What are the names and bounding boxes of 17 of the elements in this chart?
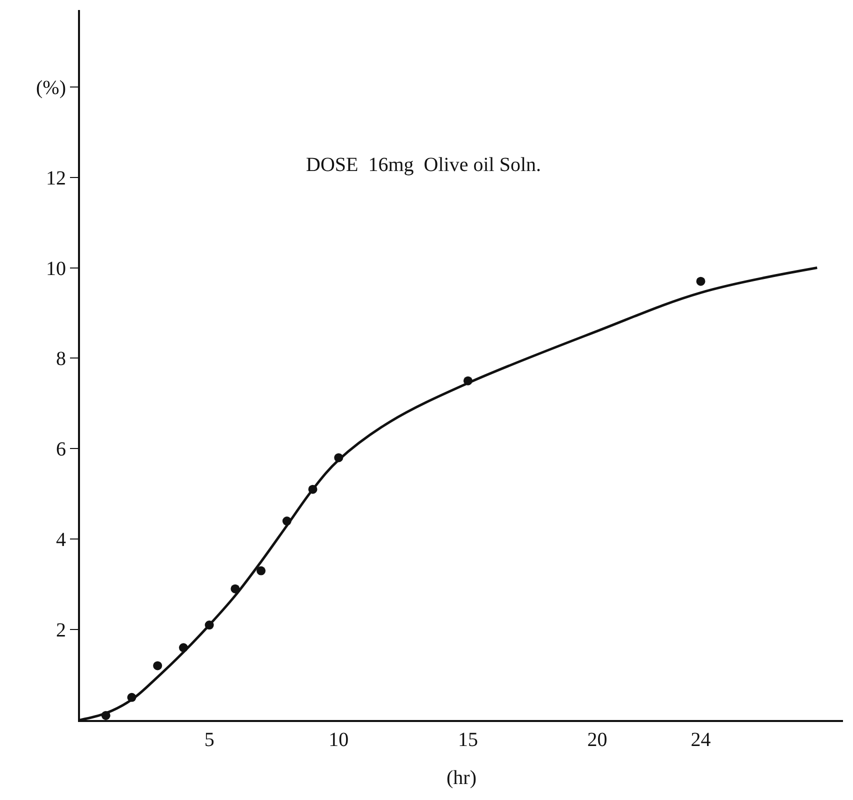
x-tick-label: 20 <box>587 729 608 751</box>
x-tick-label: 10 <box>328 729 349 751</box>
y-tick-label: 10 <box>46 258 66 280</box>
point <box>153 661 162 670</box>
x-axis-title: (hr) <box>446 767 476 789</box>
point <box>696 276 706 286</box>
y-tick-label: 12 <box>46 167 66 190</box>
x-tick-label: 24 <box>690 729 711 751</box>
annotation: DOSE 16mg Olive oil Soln. <box>306 154 542 176</box>
x-tick-label: 15 <box>458 729 478 751</box>
point <box>256 566 266 576</box>
y-tick-label: 4 <box>56 529 66 552</box>
y-tick-label: 8 <box>56 348 66 370</box>
y-tick-label: 6 <box>56 438 66 461</box>
y-tick-label: 2 <box>56 620 66 642</box>
x-tick-label: 5 <box>204 729 214 751</box>
y-tick-label: (%) <box>36 76 66 99</box>
